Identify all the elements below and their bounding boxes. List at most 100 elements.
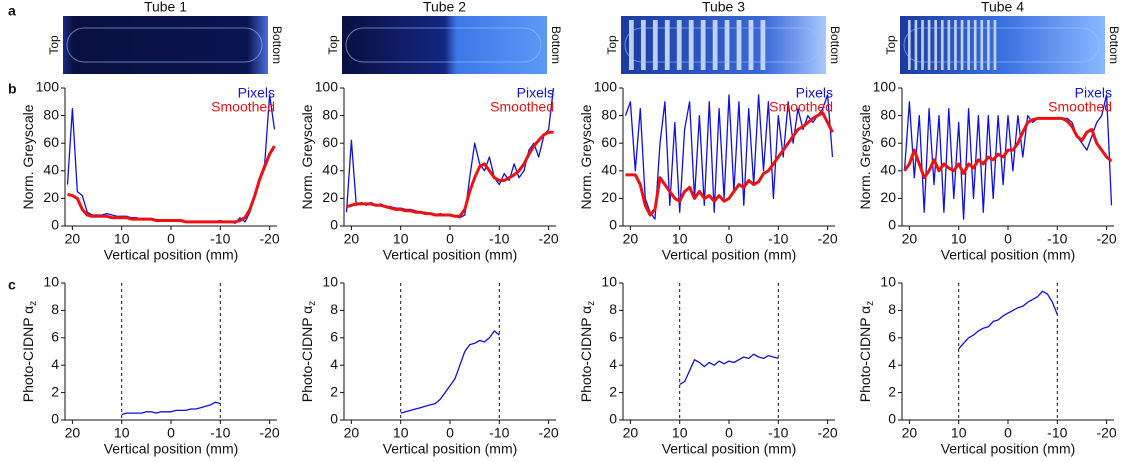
y-axis-label-subscript: z bbox=[865, 301, 876, 306]
y-tick-label: 0 bbox=[51, 217, 59, 233]
y-tick-label: 6 bbox=[888, 329, 896, 345]
panel-label: a bbox=[8, 3, 16, 19]
tube-band bbox=[954, 20, 957, 70]
panel-label: b bbox=[8, 81, 17, 97]
legend-entry: Pixels bbox=[517, 85, 554, 101]
y-tick-label: 6 bbox=[609, 329, 617, 345]
tube-band bbox=[973, 20, 977, 70]
x-tick-label: 10 bbox=[672, 425, 688, 441]
x-tick-label: 10 bbox=[951, 425, 967, 441]
y-axis-label-main: Photo-CIDNP α bbox=[857, 306, 873, 403]
tube-image bbox=[621, 16, 826, 74]
tube-body bbox=[624, 27, 821, 63]
tube-band bbox=[724, 20, 730, 70]
y-tick-label: 40 bbox=[601, 162, 617, 178]
x-tick-label: -20 bbox=[1096, 231, 1116, 247]
y-axis-label: Norm. Greyscale bbox=[857, 104, 873, 209]
tube-band bbox=[940, 20, 944, 70]
tube-title: Tube 1 bbox=[144, 0, 187, 15]
legend-entry: Pixels bbox=[238, 85, 275, 101]
x-tick-label: -10 bbox=[1047, 425, 1067, 441]
y-tick-label: 0 bbox=[888, 217, 896, 233]
x-tick-label: 10 bbox=[672, 231, 688, 247]
tube-band bbox=[960, 20, 964, 70]
y-tick-label: 4 bbox=[609, 356, 617, 372]
tube-band bbox=[748, 20, 754, 70]
tube-body bbox=[66, 27, 263, 63]
y-tick-label: 2 bbox=[51, 383, 59, 399]
y-tick-label: 0 bbox=[51, 411, 59, 427]
tube-band bbox=[664, 20, 670, 70]
y-axis-label: Norm. Greyscale bbox=[578, 104, 594, 209]
y-tick-label: 80 bbox=[322, 106, 338, 122]
y-axis-label: Photo-CIDNP αz bbox=[299, 301, 318, 403]
y-tick-label: 4 bbox=[330, 356, 338, 372]
y-tick-label: 2 bbox=[330, 383, 338, 399]
x-tick-label: 20 bbox=[902, 425, 918, 441]
y-tick-label: 60 bbox=[601, 134, 617, 150]
x-tick-label: 10 bbox=[951, 231, 967, 247]
y-tick-label: 100 bbox=[594, 79, 618, 95]
y-tick-label: 100 bbox=[873, 79, 897, 95]
tube-band bbox=[640, 20, 646, 70]
tube-band bbox=[967, 20, 970, 70]
tube-title: Tube 4 bbox=[981, 0, 1024, 15]
x-tick-label: -20 bbox=[538, 231, 558, 247]
y-tick-label: 10 bbox=[43, 274, 59, 290]
x-tick-label: -10 bbox=[210, 425, 230, 441]
y-tick-label: 8 bbox=[330, 301, 338, 317]
y-tick-label: 60 bbox=[43, 134, 59, 150]
y-tick-label: 80 bbox=[880, 106, 896, 122]
tube-title: Tube 3 bbox=[702, 0, 745, 15]
x-tick-label: 20 bbox=[344, 425, 360, 441]
tube-band bbox=[760, 20, 766, 70]
tube-right-label: Bottom bbox=[270, 26, 284, 64]
y-axis-label: Norm. Greyscale bbox=[20, 104, 36, 209]
data-line bbox=[679, 353, 779, 385]
panel-label: c bbox=[8, 277, 16, 293]
tube-band bbox=[914, 20, 918, 70]
tube-right-label: Bottom bbox=[828, 26, 842, 64]
y-tick-label: 40 bbox=[880, 162, 896, 178]
x-tick-label: 20 bbox=[65, 231, 81, 247]
x-tick-label: -20 bbox=[1096, 425, 1116, 441]
x-tick-label: -20 bbox=[259, 231, 279, 247]
tube-left-label: Top bbox=[605, 35, 619, 55]
x-axis-label: Vertical position (mm) bbox=[662, 247, 797, 263]
tube-band bbox=[921, 20, 924, 70]
tube-band bbox=[712, 20, 718, 70]
x-tick-label: 10 bbox=[114, 231, 130, 247]
legend-entry: Smoothed bbox=[211, 99, 275, 115]
legend-entry: Smoothed bbox=[490, 99, 554, 115]
y-tick-label: 2 bbox=[609, 383, 617, 399]
x-tick-label: -10 bbox=[489, 231, 509, 247]
x-tick-label: 20 bbox=[623, 231, 639, 247]
tube-band bbox=[987, 20, 990, 70]
y-tick-label: 2 bbox=[888, 383, 896, 399]
x-tick-label: 0 bbox=[725, 425, 733, 441]
y-tick-label: 60 bbox=[322, 134, 338, 150]
x-tick-label: 0 bbox=[1004, 425, 1012, 441]
y-axis-label-main: Norm. Greyscale bbox=[857, 104, 873, 209]
legend-entry: Smoothed bbox=[1048, 99, 1112, 115]
y-tick-label: 8 bbox=[51, 301, 59, 317]
y-tick-label: 6 bbox=[51, 329, 59, 345]
tube-band bbox=[676, 20, 682, 70]
tube-band bbox=[947, 20, 951, 70]
y-tick-label: 10 bbox=[601, 274, 617, 290]
y-tick-label: 4 bbox=[51, 356, 59, 372]
x-tick-label: -20 bbox=[817, 425, 837, 441]
x-axis-label: Vertical position (mm) bbox=[662, 441, 797, 457]
x-tick-label: 0 bbox=[167, 231, 175, 247]
y-tick-label: 8 bbox=[888, 301, 896, 317]
tube-image bbox=[342, 16, 547, 74]
y-tick-label: 0 bbox=[609, 217, 617, 233]
x-tick-label: 20 bbox=[623, 425, 639, 441]
x-tick-label: 10 bbox=[114, 425, 130, 441]
x-tick-label: -10 bbox=[1047, 231, 1067, 247]
tube-image bbox=[63, 16, 268, 74]
y-tick-label: 40 bbox=[43, 162, 59, 178]
x-tick-label: 0 bbox=[446, 425, 454, 441]
x-tick-label: -10 bbox=[210, 231, 230, 247]
tube-band bbox=[927, 20, 931, 70]
